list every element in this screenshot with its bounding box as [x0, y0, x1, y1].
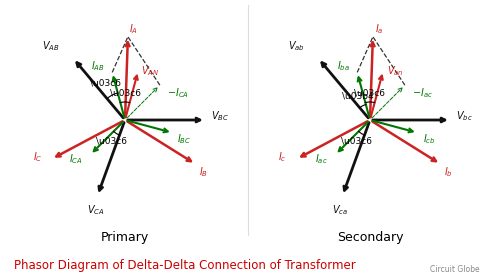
Text: $I_{ac}$: $I_{ac}$ — [315, 152, 328, 166]
Text: \u03b4: \u03b4 — [342, 91, 374, 100]
Text: $I_A$: $I_A$ — [130, 22, 138, 36]
Text: \u03c6: \u03c6 — [110, 88, 140, 97]
Text: $I_B$: $I_B$ — [199, 165, 208, 179]
Text: Primary: Primary — [101, 232, 149, 244]
Text: $-I_{CA}$: $-I_{CA}$ — [167, 86, 189, 100]
Text: $I_{CA}$: $I_{CA}$ — [69, 152, 83, 166]
Text: $I_C$: $I_C$ — [32, 150, 42, 164]
Text: Circuit Globe: Circuit Globe — [430, 265, 480, 274]
Text: $V_{BC}$: $V_{BC}$ — [210, 109, 229, 123]
Text: $V_{an}$: $V_{an}$ — [387, 64, 404, 78]
Text: $V_{ca}$: $V_{ca}$ — [332, 203, 348, 217]
Text: \u03c6: \u03c6 — [90, 78, 122, 87]
Text: Secondary: Secondary — [337, 232, 403, 244]
Text: $V_{ab}$: $V_{ab}$ — [288, 39, 304, 53]
Text: $-I_{ac}$: $-I_{ac}$ — [412, 86, 434, 100]
Text: $I_{ba}$: $I_{ba}$ — [337, 59, 349, 73]
Text: $I_{BC}$: $I_{BC}$ — [178, 132, 192, 146]
Text: \u03c6: \u03c6 — [96, 137, 126, 146]
Text: $I_c$: $I_c$ — [278, 150, 286, 164]
Text: $I_{cb}$: $I_{cb}$ — [424, 132, 436, 146]
Text: \u03c6: \u03c6 — [340, 137, 372, 146]
Text: $V_{CA}$: $V_{CA}$ — [86, 203, 104, 217]
Text: $I_b$: $I_b$ — [444, 165, 453, 179]
Text: $V_{AN}$: $V_{AN}$ — [141, 64, 160, 78]
Text: Phasor Diagram of Delta-Delta Connection of Transformer: Phasor Diagram of Delta-Delta Connection… — [14, 258, 356, 272]
Text: $V_{AB}$: $V_{AB}$ — [42, 39, 60, 53]
Text: $I_{AB}$: $I_{AB}$ — [92, 59, 105, 73]
Text: \u03c6: \u03c6 — [354, 88, 386, 97]
Text: $I_a$: $I_a$ — [374, 22, 383, 36]
Text: $V_{bc}$: $V_{bc}$ — [456, 109, 473, 123]
